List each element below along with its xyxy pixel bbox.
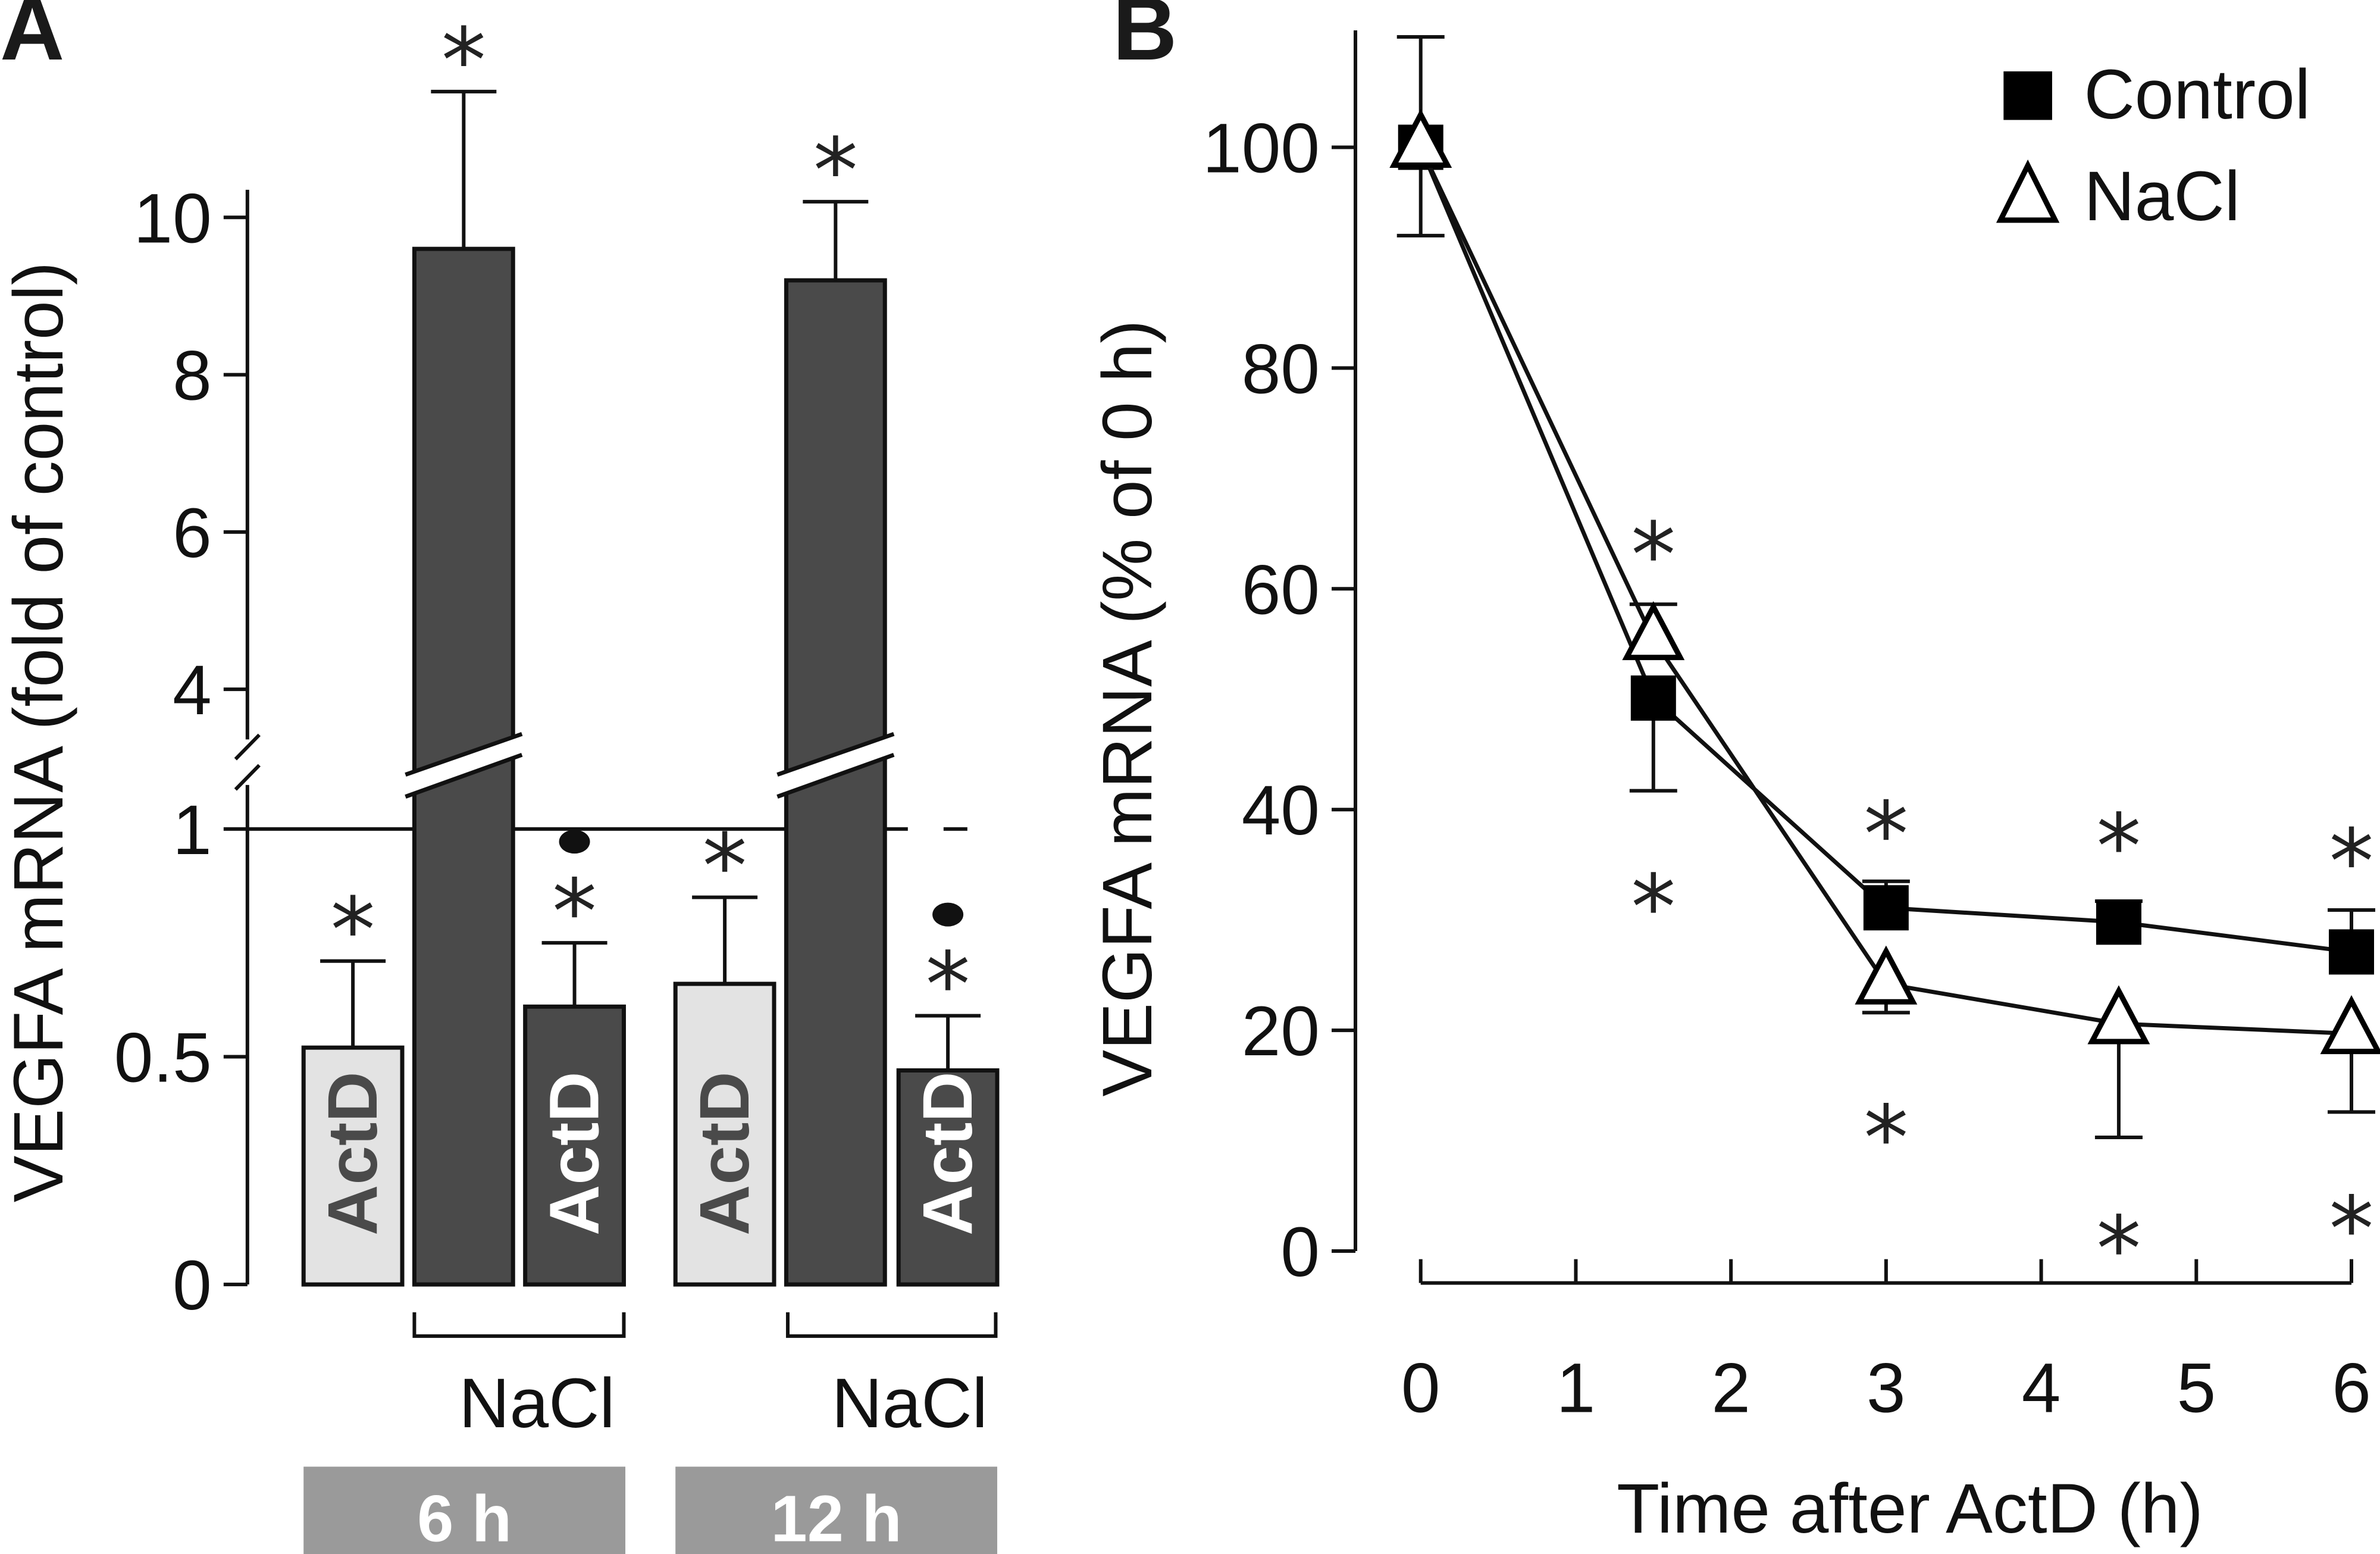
legend-nacl-label: NaCl (2084, 157, 2240, 236)
nacl-significance-asterisk: * (2096, 1197, 2141, 1301)
panel-a-label: A (0, 0, 64, 79)
time-group-box: 6 h (303, 1467, 626, 1554)
y-tick-label: 0.5 (114, 1018, 212, 1097)
y-tick-label: 0 (173, 1246, 212, 1325)
bar-break-gap (777, 734, 894, 797)
y-tick-label: 100 (1202, 109, 1320, 187)
x-tick-label: 4 (2022, 1349, 2061, 1427)
time-group-box: 12 h (675, 1467, 998, 1554)
bracket-line (412, 1312, 626, 1338)
group-box-rect (675, 1467, 998, 1554)
series-nacl (1389, 108, 2380, 1140)
y-tick-label: 60 (1242, 551, 1320, 629)
y-tick-label: 80 (1242, 330, 1320, 408)
group-box-label: 6 h (417, 1482, 512, 1554)
nacl-significance-asterisk: * (1864, 1087, 1908, 1190)
legend: Control NaCl (1996, 55, 2310, 236)
group-box-label: 12 h (771, 1482, 902, 1554)
bar-break-gap (405, 734, 522, 797)
data-point-triangle (2320, 995, 2380, 1055)
nacl-significance-asterisk: * (1631, 856, 1676, 960)
group-box-rect (303, 1467, 626, 1554)
bar-3: ActD * (523, 830, 626, 1287)
panel-a-y-axis-title: VEGFA mRNA (fold of control) (0, 262, 78, 1202)
significance-asterisk: * (926, 934, 970, 1037)
y-tick-label: 1 (173, 791, 212, 870)
data-point-triangle (1855, 945, 1918, 1005)
nacl-significance-asterisk: * (2329, 1178, 2374, 1281)
data-point-square (1630, 675, 1676, 721)
bar-inner-label: ActD (314, 1071, 392, 1235)
panel-b-line-chart: 0 20 40 60 80 100 0 1 2 3 4 5 6 * * * * * * * * Control NaCl (1202, 30, 2380, 1427)
x-tick-label: 3 (1867, 1349, 1906, 1427)
significance-asterisk: * (813, 120, 858, 223)
control-significance-asterisk: * (1864, 783, 1908, 887)
bar-inner-label: ActD (685, 1071, 764, 1235)
y-tick-label: 8 (173, 337, 212, 415)
x-tick-label: 0 (1401, 1349, 1440, 1427)
significance-dot (559, 830, 590, 854)
data-point-triangle (1622, 601, 1685, 661)
bar-rect (523, 1004, 626, 1287)
significance-asterisk: * (703, 815, 747, 919)
x-tick-label: 6 (2332, 1349, 2371, 1427)
nacl-label: NaCl (832, 1364, 988, 1443)
legend-control-marker (2003, 71, 2052, 120)
bar-6: ActD * (896, 902, 1000, 1287)
x-tick-label: 2 (1711, 1349, 1750, 1427)
bar-rect (301, 1045, 405, 1287)
bar-inner-label: ActD (536, 1071, 614, 1235)
bar-2: * (405, 10, 523, 1287)
bar-break-line (776, 752, 895, 799)
control-significance-asterisk: * (1631, 504, 1676, 608)
panel-b-label: B (1113, 0, 1177, 79)
axis-break-mark (234, 733, 261, 761)
bracket-line (785, 1312, 998, 1338)
legend-control-label: Control (2084, 55, 2310, 134)
y-tick-label: 20 (1242, 992, 1320, 1071)
control-significance-asterisk: * (2096, 795, 2141, 899)
bar-4: ActD * (673, 815, 776, 1287)
significance-dot (932, 902, 964, 927)
y-tick-label: 0 (1280, 1213, 1320, 1292)
data-point-square (1863, 885, 1909, 931)
bar-break-line (405, 731, 523, 777)
data-point-triangle (1389, 108, 1452, 168)
significance-asterisk: * (331, 879, 375, 983)
data-point-square (2329, 929, 2375, 975)
bar-break-line (405, 752, 523, 799)
x-tick-label: 1 (1557, 1349, 1596, 1427)
axis-break-mark (234, 764, 261, 791)
x-tick-label: 5 (2177, 1349, 2216, 1427)
significance-asterisk: * (441, 10, 486, 113)
legend-nacl-marker (1996, 159, 2060, 223)
data-point-square (2096, 899, 2141, 945)
y-tick-label: 4 (173, 651, 212, 730)
y-tick-label: 10 (134, 179, 212, 258)
control-significance-asterisk: * (2329, 811, 2374, 914)
nacl-bracket: NaCl (412, 1312, 626, 1443)
panel-b-x-axis-title: Time after ActD (h) (1617, 1469, 2203, 1548)
bar-1: ActD * (301, 879, 405, 1287)
bar-5: * (776, 120, 895, 1287)
y-tick-label: 6 (173, 494, 212, 573)
panel-b-y-axis-title: VEGFA mRNA (% of 0 h) (1088, 320, 1167, 1097)
panel-a-bar-chart: 4 6 8 10 0 0.5 1 ActD * * ActD * ActD * * ActD * NaCl 6 h N… (114, 10, 1000, 1554)
bar-break-line (776, 731, 895, 777)
data-point-triangle (2087, 985, 2150, 1045)
nacl-bracket: NaCl (785, 1312, 998, 1443)
significance-asterisk: * (552, 861, 597, 964)
bar-inner-label: ActD (909, 1071, 987, 1235)
nacl-label: NaCl (459, 1364, 615, 1443)
y-tick-label: 40 (1242, 771, 1320, 850)
